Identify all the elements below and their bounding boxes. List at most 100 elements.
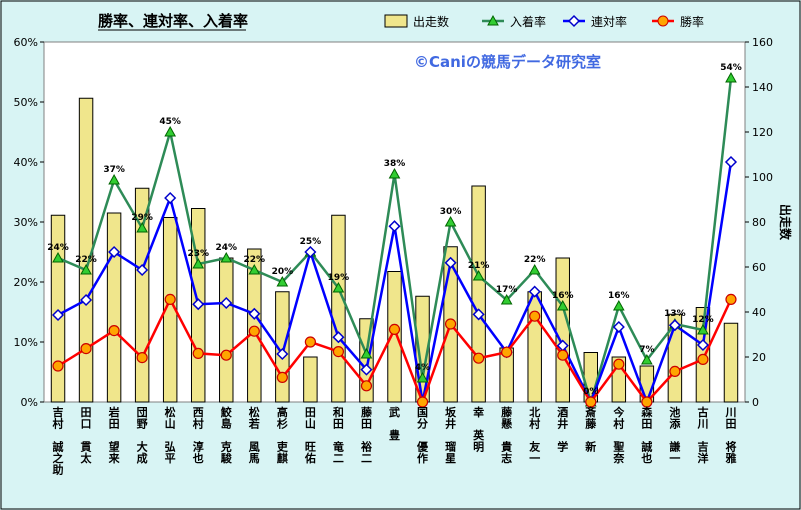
point-triangle (164, 125, 177, 137)
legend-marker (487, 14, 499, 26)
legend-label: 勝率 (680, 14, 704, 29)
point-triangle (136, 221, 148, 233)
y-right-tick-label: 60 (752, 261, 766, 274)
point-circle (669, 365, 681, 377)
point-label: 4% (415, 363, 430, 373)
point-circle (80, 343, 92, 355)
point-triangle (192, 257, 205, 269)
x-tick-label: 田口 貫太 (80, 406, 93, 465)
x-tick-label: 藤懸 貴志 (501, 405, 513, 465)
point-circle (725, 293, 737, 305)
point-label: 16% (552, 291, 574, 301)
x-tick-label: 藤田 裕二 (360, 405, 373, 465)
x-tick-label: 松山 弘平 (165, 405, 176, 465)
point-diamond (136, 263, 149, 277)
point-circle (641, 396, 653, 408)
point-triangle (612, 299, 625, 311)
bar (331, 214, 346, 403)
x-tick-label: 国分 優作 (416, 406, 429, 465)
point-circle (164, 293, 176, 305)
point-label: 54% (720, 63, 742, 73)
x-tick-label: 酒井 学 (557, 406, 568, 454)
point-label: 45% (159, 117, 181, 127)
x-tick-label: 武 豊 (389, 405, 400, 442)
point-circle (248, 325, 260, 337)
point-triangle (108, 173, 120, 185)
watermark-text: ©Caniの競馬データ研究室 (414, 53, 601, 71)
point-label: 21% (468, 261, 490, 271)
point-triangle (220, 251, 233, 263)
point-circle (416, 396, 429, 408)
point-label: 22% (75, 255, 97, 265)
point-triangle (80, 263, 92, 275)
x-tick-label: 北村 友一 (529, 405, 540, 465)
point-diamond (472, 308, 485, 321)
point-diamond (51, 308, 65, 322)
point-circle (192, 347, 204, 359)
point-circle (501, 346, 513, 358)
point-triangle (388, 167, 401, 179)
point-circle (585, 396, 597, 408)
y-left-tick-label: 40% (14, 156, 38, 169)
point-circle (136, 352, 148, 364)
legend-marker (567, 14, 581, 28)
y-left-tick-label: 50% (14, 96, 38, 109)
point-diamond (612, 320, 625, 334)
legend-marker (657, 15, 669, 27)
point-label: 19% (328, 273, 350, 283)
point-label: 30% (440, 207, 462, 217)
y-left-tick-label: 60% (14, 36, 38, 49)
x-tick-label: 坂井 瑠星 (445, 405, 457, 465)
legend-label: 連対率 (591, 14, 627, 29)
bar (527, 291, 542, 403)
point-triangle (360, 347, 373, 359)
point-diamond (332, 331, 345, 344)
point-diamond (388, 220, 401, 233)
point-diamond (192, 298, 205, 311)
point-circle (360, 380, 373, 392)
x-tick-label: 高杉 吏麒 (277, 405, 289, 465)
point-diamond (164, 191, 177, 205)
point-diamond (276, 347, 289, 361)
point-diamond (528, 285, 541, 298)
bar (219, 257, 234, 403)
point-triangle (725, 71, 737, 83)
point-circle (529, 310, 541, 322)
y-right-tick-label: 0 (752, 396, 759, 409)
point-triangle (697, 323, 709, 335)
point-circle (697, 353, 709, 365)
point-circle (388, 323, 401, 335)
legend-label: 入着率 (510, 14, 546, 29)
y-right-tick-label: 80 (752, 216, 766, 229)
x-tick-label: 吉村 誠之助 (53, 405, 64, 477)
y-right-tick-label: 40 (752, 306, 766, 319)
point-label: 22% (524, 255, 546, 265)
point-label: 12% (692, 315, 714, 325)
x-tick-label: 古川 吉洋 (696, 405, 708, 465)
point-triangle (332, 281, 345, 293)
y-right-tick-label: 100 (752, 171, 773, 184)
bar (106, 212, 122, 403)
point-label: 22% (244, 255, 266, 265)
point-circle (52, 360, 64, 372)
bar (387, 271, 402, 403)
y-right-tick-label: 20 (752, 351, 766, 364)
point-diamond (668, 319, 681, 332)
legend-label: 出走数 (413, 14, 449, 29)
y-right-tick-label: 120 (752, 126, 773, 139)
point-label: 16% (608, 291, 630, 301)
x-tick-label: 森田 誠也 (641, 405, 653, 465)
point-circle (276, 371, 288, 383)
point-label: 17% (496, 285, 518, 295)
y-right-tick-label: 160 (752, 36, 773, 49)
point-triangle (641, 353, 653, 365)
point-triangle (248, 263, 261, 275)
point-triangle (472, 269, 485, 281)
point-diamond (360, 363, 373, 376)
point-label: 24% (215, 243, 237, 253)
point-label: 24% (47, 243, 69, 253)
point-label: 38% (384, 159, 406, 169)
x-tick-label: 田山 旺佑 (304, 406, 316, 465)
x-tick-label: 幸 英明 (472, 405, 485, 454)
point-label: 25% (300, 237, 322, 247)
